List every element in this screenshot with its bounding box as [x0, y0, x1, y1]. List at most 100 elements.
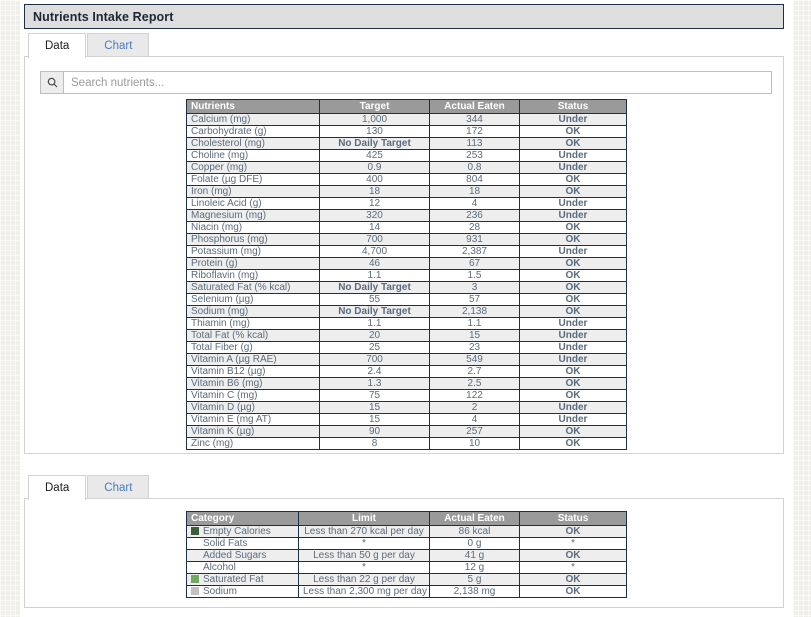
limits-table-body: Empty Calories Less than 270 kcal per day…: [186, 525, 627, 598]
status-badge: Under: [519, 197, 627, 210]
column-header-limit-status[interactable]: Status: [519, 511, 627, 526]
cell-nutrient: Magnesium (mg): [186, 209, 320, 222]
table-row[interactable]: Vitamin B6 (mg) 1.3 2.5 OK: [186, 377, 627, 390]
cell-target: 55: [319, 293, 430, 306]
table-row[interactable]: Potassium (mg) 4,700 2,387 Under: [186, 245, 627, 258]
cell-category-label: Added Sugars: [203, 550, 267, 561]
cell-nutrient: Linoleic Acid (g): [186, 197, 320, 210]
search-bar: [40, 71, 772, 94]
table-row[interactable]: Copper (mg) 0.9 0.8 Under: [186, 161, 627, 174]
tab-nutrients-chart[interactable]: Chart: [87, 33, 150, 58]
cell-limit: Less than 2,300 mg per day: [298, 585, 430, 598]
table-row[interactable]: Selenium (µg) 55 57 OK: [186, 293, 627, 306]
tab-limits-chart[interactable]: Chart: [87, 475, 150, 500]
nutrients-table: Nutrients Target Actual Eaten Status Cal…: [186, 99, 627, 450]
column-header-actual-eaten[interactable]: Actual Eaten: [429, 99, 520, 114]
column-header-target[interactable]: Target: [319, 99, 430, 114]
cell-nutrient: Vitamin B12 (µg): [186, 365, 320, 378]
cell-nutrient: Iron (mg): [186, 185, 320, 198]
table-row[interactable]: Iron (mg) 18 18 OK: [186, 185, 627, 198]
status-badge: *: [519, 537, 627, 550]
table-row[interactable]: Vitamin C (mg) 75 122 OK: [186, 389, 627, 402]
cell-actual-eaten: 4: [429, 413, 520, 426]
table-row[interactable]: Choline (mg) 425 253 Under: [186, 149, 627, 162]
table-row[interactable]: Folate (µg DFE) 400 804 OK: [186, 173, 627, 186]
table-row[interactable]: Linoleic Acid (g) 12 4 Under: [186, 197, 627, 210]
column-header-category[interactable]: Category: [186, 511, 299, 526]
table-row[interactable]: Calcium (mg) 1,000 344 Under: [186, 113, 627, 126]
cell-actual-eaten: 804: [429, 173, 520, 186]
nutrients-table-body: Calcium (mg) 1,000 344 Under Carbohydrate (g…: [186, 113, 627, 450]
table-row[interactable]: Zinc (mg) 8 10 OK: [186, 437, 627, 450]
table-row[interactable]: Sodium (mg) No Daily Target 2,138 OK: [186, 305, 627, 318]
table-row[interactable]: Carbohydrate (g) 130 172 OK: [186, 125, 627, 138]
cell-target: 2.4: [319, 365, 430, 378]
cell-limit-actual-eaten: 12 g: [429, 561, 520, 574]
column-header-limit[interactable]: Limit: [298, 511, 430, 526]
column-header-status[interactable]: Status: [519, 99, 627, 114]
status-badge: OK: [519, 549, 627, 562]
cell-target: 400: [319, 173, 430, 186]
status-badge: OK: [519, 125, 627, 138]
table-row[interactable]: Solid Fats * 0 g *: [186, 537, 627, 550]
cell-limit-actual-eaten: 41 g: [429, 549, 520, 562]
status-badge: OK: [519, 377, 627, 390]
table-row[interactable]: Vitamin B12 (µg) 2.4 2.7 OK: [186, 365, 627, 378]
cell-nutrient: Carbohydrate (g): [186, 125, 320, 138]
status-badge: OK: [519, 221, 627, 234]
cell-actual-eaten: 2,387: [429, 245, 520, 258]
cell-target: 700: [319, 353, 430, 366]
table-row[interactable]: Vitamin D (µg) 15 2 Under: [186, 401, 627, 414]
cell-category-label: Saturated Fat: [203, 574, 264, 585]
table-row[interactable]: Cholesterol (mg) No Daily Target 113 OK: [186, 137, 627, 150]
cell-target: 425: [319, 149, 430, 162]
table-row[interactable]: Niacin (mg) 14 28 OK: [186, 221, 627, 234]
cell-category-label: Empty Calories: [203, 526, 271, 537]
nutrients-tabstrip: Data Chart: [28, 31, 150, 59]
status-badge: Under: [519, 353, 627, 366]
cell-category: Sodium: [186, 585, 299, 598]
tab-nutrients-data[interactable]: Data: [28, 33, 87, 59]
cell-actual-eaten: 10: [429, 437, 520, 450]
status-badge: *: [519, 561, 627, 574]
cell-nutrient: Saturated Fat (% kcal): [186, 281, 320, 294]
cell-actual-eaten: 15: [429, 329, 520, 342]
cell-target: 1.1: [319, 269, 430, 282]
table-row[interactable]: Protein (g) 46 67 OK: [186, 257, 627, 270]
column-header-nutrients[interactable]: Nutrients: [186, 99, 320, 114]
search-icon[interactable]: [40, 71, 64, 94]
tab-nutrients-data-label: Data: [45, 40, 70, 52]
table-row[interactable]: Empty Calories Less than 270 kcal per day…: [186, 525, 627, 538]
table-row[interactable]: Saturated Fat Less than 22 g per day 5 g OK: [186, 573, 627, 586]
status-badge: Under: [519, 161, 627, 174]
table-row[interactable]: Phosphorus (mg) 700 931 OK: [186, 233, 627, 246]
table-row[interactable]: Alcohol * 12 g *: [186, 561, 627, 574]
table-row[interactable]: Added Sugars Less than 50 g per day 41 g OK: [186, 549, 627, 562]
table-row[interactable]: Total Fat (% kcal) 20 15 Under: [186, 329, 627, 342]
table-row[interactable]: Riboflavin (mg) 1.1 1.5 OK: [186, 269, 627, 282]
table-row[interactable]: Vitamin K (µg) 90 257 OK: [186, 425, 627, 438]
cell-category-label: Alcohol: [203, 562, 236, 573]
table-row[interactable]: Sodium Less than 2,300 mg per day 2,138 mg…: [186, 585, 627, 598]
cell-nutrient: Vitamin B6 (mg): [186, 377, 320, 390]
table-row[interactable]: Magnesium (mg) 320 236 Under: [186, 209, 627, 222]
cell-nutrient: Copper (mg): [186, 161, 320, 174]
table-row[interactable]: Vitamin A (µg RAE) 700 549 Under: [186, 353, 627, 366]
tab-limits-chart-label: Chart: [104, 482, 133, 494]
page-background-strip-right: [793, 0, 811, 617]
cell-actual-eaten: 28: [429, 221, 520, 234]
cell-limit: Less than 22 g per day: [298, 573, 430, 586]
status-badge: OK: [519, 525, 627, 538]
tab-limits-data[interactable]: Data: [28, 475, 87, 501]
cell-target: 4,700: [319, 245, 430, 258]
table-row[interactable]: Thiamin (mg) 1.1 1.1 Under: [186, 317, 627, 330]
table-row[interactable]: Vitamin E (mg AT) 15 4 Under: [186, 413, 627, 426]
cell-category: Alcohol: [186, 561, 299, 574]
cell-actual-eaten: 2: [429, 401, 520, 414]
cell-nutrient: Zinc (mg): [186, 437, 320, 450]
table-row[interactable]: Total Fiber (g) 25 23 Under: [186, 341, 627, 354]
search-input[interactable]: [64, 71, 772, 94]
table-row[interactable]: Saturated Fat (% kcal) No Daily Target 3 OK: [186, 281, 627, 294]
column-header-limit-actual-eaten[interactable]: Actual Eaten: [429, 511, 520, 526]
